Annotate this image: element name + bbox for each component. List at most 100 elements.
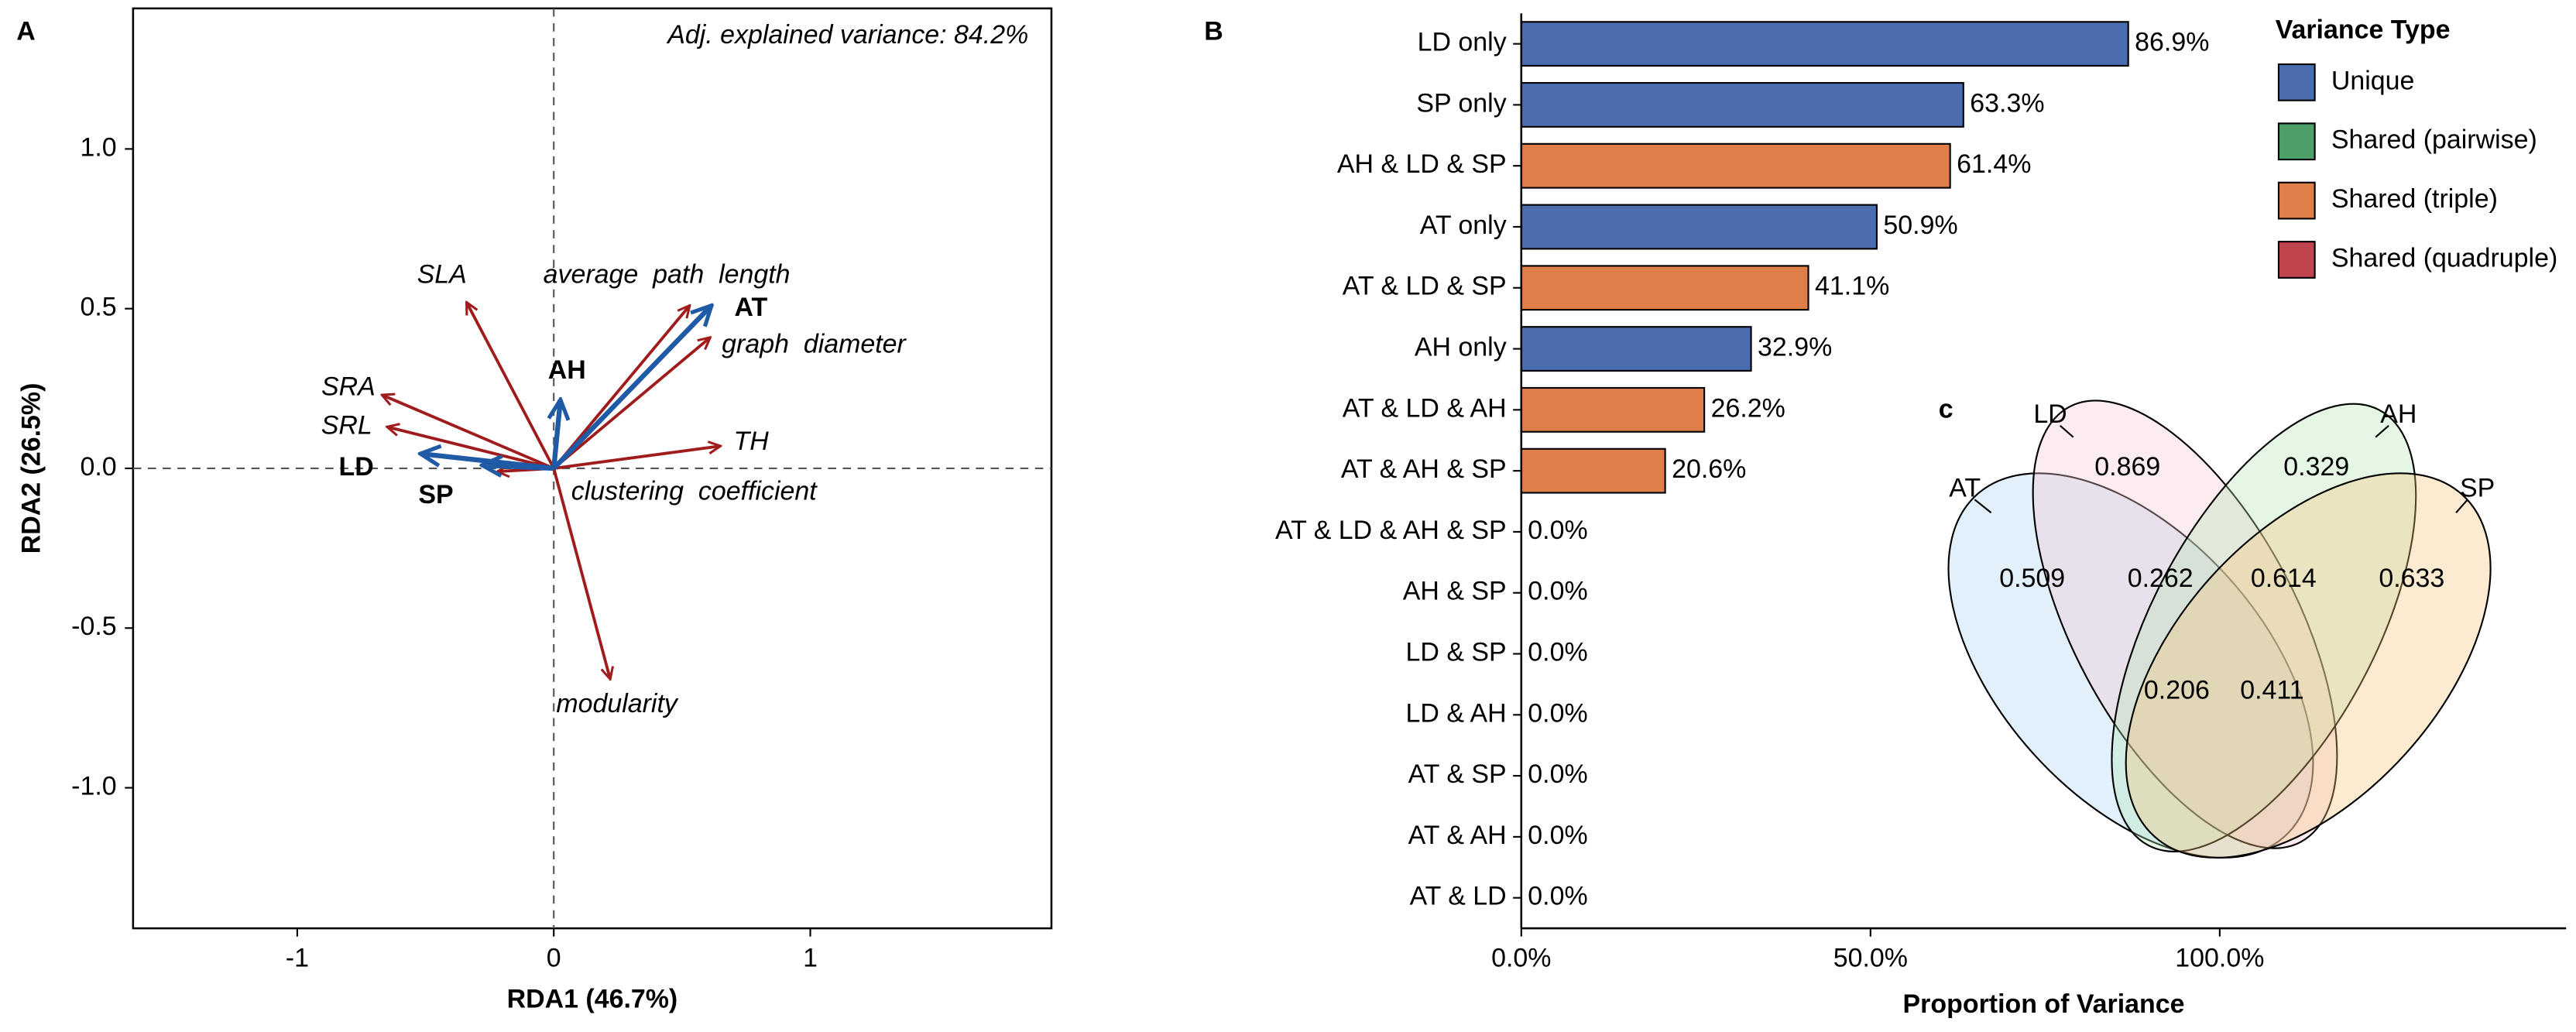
value-label: 61.4%: [1957, 149, 2031, 179]
y-tick-label: AT & LD & SP: [1343, 272, 1507, 301]
vector-label: SRA: [321, 372, 376, 402]
bar: [1520, 265, 1809, 311]
y-tick-label: AT & AH & SP: [1341, 454, 1507, 484]
value-label: 86.9%: [2135, 28, 2209, 57]
venn-set: [2111, 403, 2417, 852]
bar: [1520, 386, 1706, 433]
value-label: 0.0%: [1528, 882, 1587, 911]
panel-label: A: [16, 17, 36, 46]
value-label: 20.6%: [1672, 454, 1746, 484]
legend-swatch: [2277, 122, 2316, 161]
y-tick-label: 1.0: [80, 132, 116, 162]
venn-set-label: LD: [2033, 399, 2067, 429]
venn-value: 0.633: [2379, 564, 2444, 593]
y-tick-label: AT & LD & AH: [1343, 393, 1507, 423]
vector-arrow: [552, 338, 710, 470]
legend-label: Shared (triple): [2331, 184, 2498, 214]
bar: [1520, 81, 1964, 128]
venn-leader: [2375, 425, 2389, 438]
value-label: 41.1%: [1815, 272, 1889, 301]
y-tick-label: 0.5: [80, 293, 116, 322]
vector-arrow: [387, 427, 554, 470]
y-tick-label: LD & AH: [1406, 698, 1507, 728]
venn-set-label: SP: [2460, 474, 2495, 503]
legend-swatch: [2277, 63, 2316, 101]
x-axis-title: Proportion of Variance: [1903, 989, 2185, 1019]
legend-label: Unique: [2331, 66, 2415, 95]
value-label: 32.9%: [1758, 333, 1832, 362]
vector-label: clustering coefficient: [571, 477, 818, 506]
value-label: 63.3%: [1970, 88, 2044, 118]
vector-label: SP: [418, 480, 453, 509]
venn-set: [1947, 472, 2314, 859]
vector-arrow: [554, 399, 561, 469]
y-tick-label: AT & LD & AH & SP: [1275, 516, 1507, 545]
legend-title: Variance Type: [2276, 15, 2451, 45]
bar: [1520, 204, 1878, 250]
y-tick-label: AT only: [1420, 211, 1507, 240]
vector-label: modularity: [556, 689, 679, 718]
venn-value: 0.411: [2240, 676, 2303, 705]
venn-set: [2125, 472, 2492, 859]
x-tick-label: 0.0%: [1491, 943, 1551, 972]
vector-arrow: [552, 468, 610, 679]
venn-leader: [2060, 425, 2074, 438]
venn-set: [2032, 399, 2338, 849]
vector-label: SRL: [321, 410, 372, 440]
venn-value: 0.206: [2144, 676, 2210, 705]
legend-label: Shared (quadruple): [2331, 243, 2557, 273]
bar: [1520, 142, 1951, 189]
panel-label: c: [1939, 395, 1953, 424]
venn-leader: [2455, 499, 2468, 513]
y-tick-label: AH & LD & SP: [1337, 149, 1507, 179]
legend-swatch: [2277, 181, 2316, 220]
value-label: 0.0%: [1528, 637, 1587, 667]
y-tick-label: -1.0: [71, 772, 116, 801]
x-tick-label: 0: [547, 943, 561, 972]
value-label: 0.0%: [1528, 577, 1587, 606]
vector-arrow: [551, 306, 712, 471]
y-tick-label: LD & SP: [1406, 637, 1507, 667]
legend-label: Shared (pairwise): [2331, 125, 2537, 155]
y-tick-label: SP only: [1416, 88, 1506, 118]
vector-label: graph diameter: [722, 329, 907, 358]
value-label: 0.0%: [1528, 759, 1587, 789]
vector-arrow: [552, 306, 690, 470]
vector-label: LD: [339, 452, 374, 482]
x-axis-title: RDA1 (46.7%): [507, 984, 678, 1013]
x-tick-label: 100.0%: [2175, 943, 2264, 972]
y-tick-label: AT & LD: [1410, 882, 1507, 911]
value-label: 0.0%: [1528, 516, 1587, 545]
legend-swatch: [2277, 241, 2316, 279]
vector-arrow: [382, 395, 554, 470]
vector-arrow: [482, 465, 554, 468]
venn-value: 0.329: [2283, 452, 2349, 482]
value-label: 50.9%: [1883, 211, 1957, 240]
venn-value: 0.614: [2251, 564, 2317, 593]
annotation: Adj. explained variance: 84.2%: [666, 20, 1028, 50]
bar: [1520, 326, 1752, 372]
venn-set-label: AH: [2380, 399, 2417, 429]
y-tick-label: AT & SP: [1408, 759, 1507, 789]
y-axis-title: RDA2 (26.5%): [16, 383, 46, 554]
x-tick-label: 1: [803, 943, 818, 972]
y-tick-label: AT & AH: [1408, 821, 1507, 850]
value-label: 26.2%: [1711, 393, 1785, 423]
vector-label: AT: [735, 293, 768, 322]
y-tick-label: 0.0: [80, 452, 116, 482]
x-tick-label: -1: [286, 943, 309, 972]
panel-label: B: [1204, 17, 1223, 46]
venn-value: 0.869: [2094, 452, 2160, 482]
value-label: 0.0%: [1528, 821, 1587, 850]
bar: [1520, 447, 1666, 494]
venn-leader: [1974, 499, 1992, 514]
vector-label: SLA: [417, 259, 467, 289]
x-tick-label: 50.0%: [1833, 943, 1908, 972]
vector-label: average path length: [544, 259, 791, 289]
y-tick-label: AH & SP: [1403, 577, 1507, 606]
y-tick-label: -0.5: [71, 612, 116, 641]
vector-label: AH: [548, 355, 586, 385]
y-tick-label: AH only: [1415, 333, 1507, 362]
